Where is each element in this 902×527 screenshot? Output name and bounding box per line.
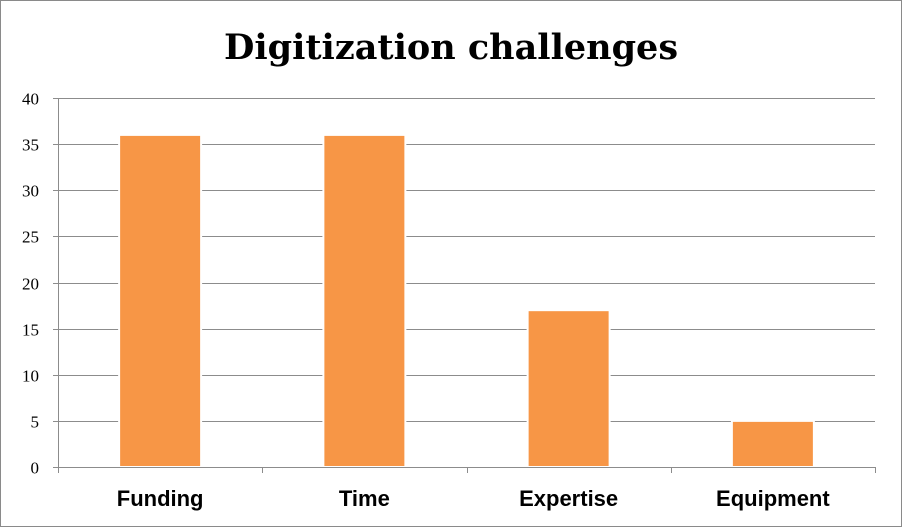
bar-time xyxy=(322,133,407,468)
y-tick-label: 15 xyxy=(22,321,39,340)
y-tick-labels: 0 5 10 15 20 25 30 35 40 xyxy=(22,90,39,478)
y-tick-label: 10 xyxy=(22,367,39,386)
axes xyxy=(53,98,876,473)
x-tick-label: Funding xyxy=(117,486,204,511)
x-tick-labels: Funding Time Expertise Equipment xyxy=(117,486,831,511)
chart-title: Digitization challenges xyxy=(224,27,678,68)
x-tick-label: Time xyxy=(339,486,390,511)
bar-funding xyxy=(118,133,203,468)
x-tick-label: Equipment xyxy=(716,486,830,511)
y-tick-label: 40 xyxy=(22,90,39,109)
bars xyxy=(118,133,815,468)
bar-expertise xyxy=(526,309,611,468)
y-tick-label: 35 xyxy=(22,136,39,155)
bar-equipment xyxy=(730,419,815,468)
y-tick-label: 25 xyxy=(22,228,39,247)
y-tick-label: 20 xyxy=(22,275,39,294)
y-tick-label: 5 xyxy=(31,413,40,432)
y-tick-label: 0 xyxy=(31,459,40,478)
x-tick-label: Expertise xyxy=(519,486,618,511)
y-tick-label: 30 xyxy=(22,182,39,201)
